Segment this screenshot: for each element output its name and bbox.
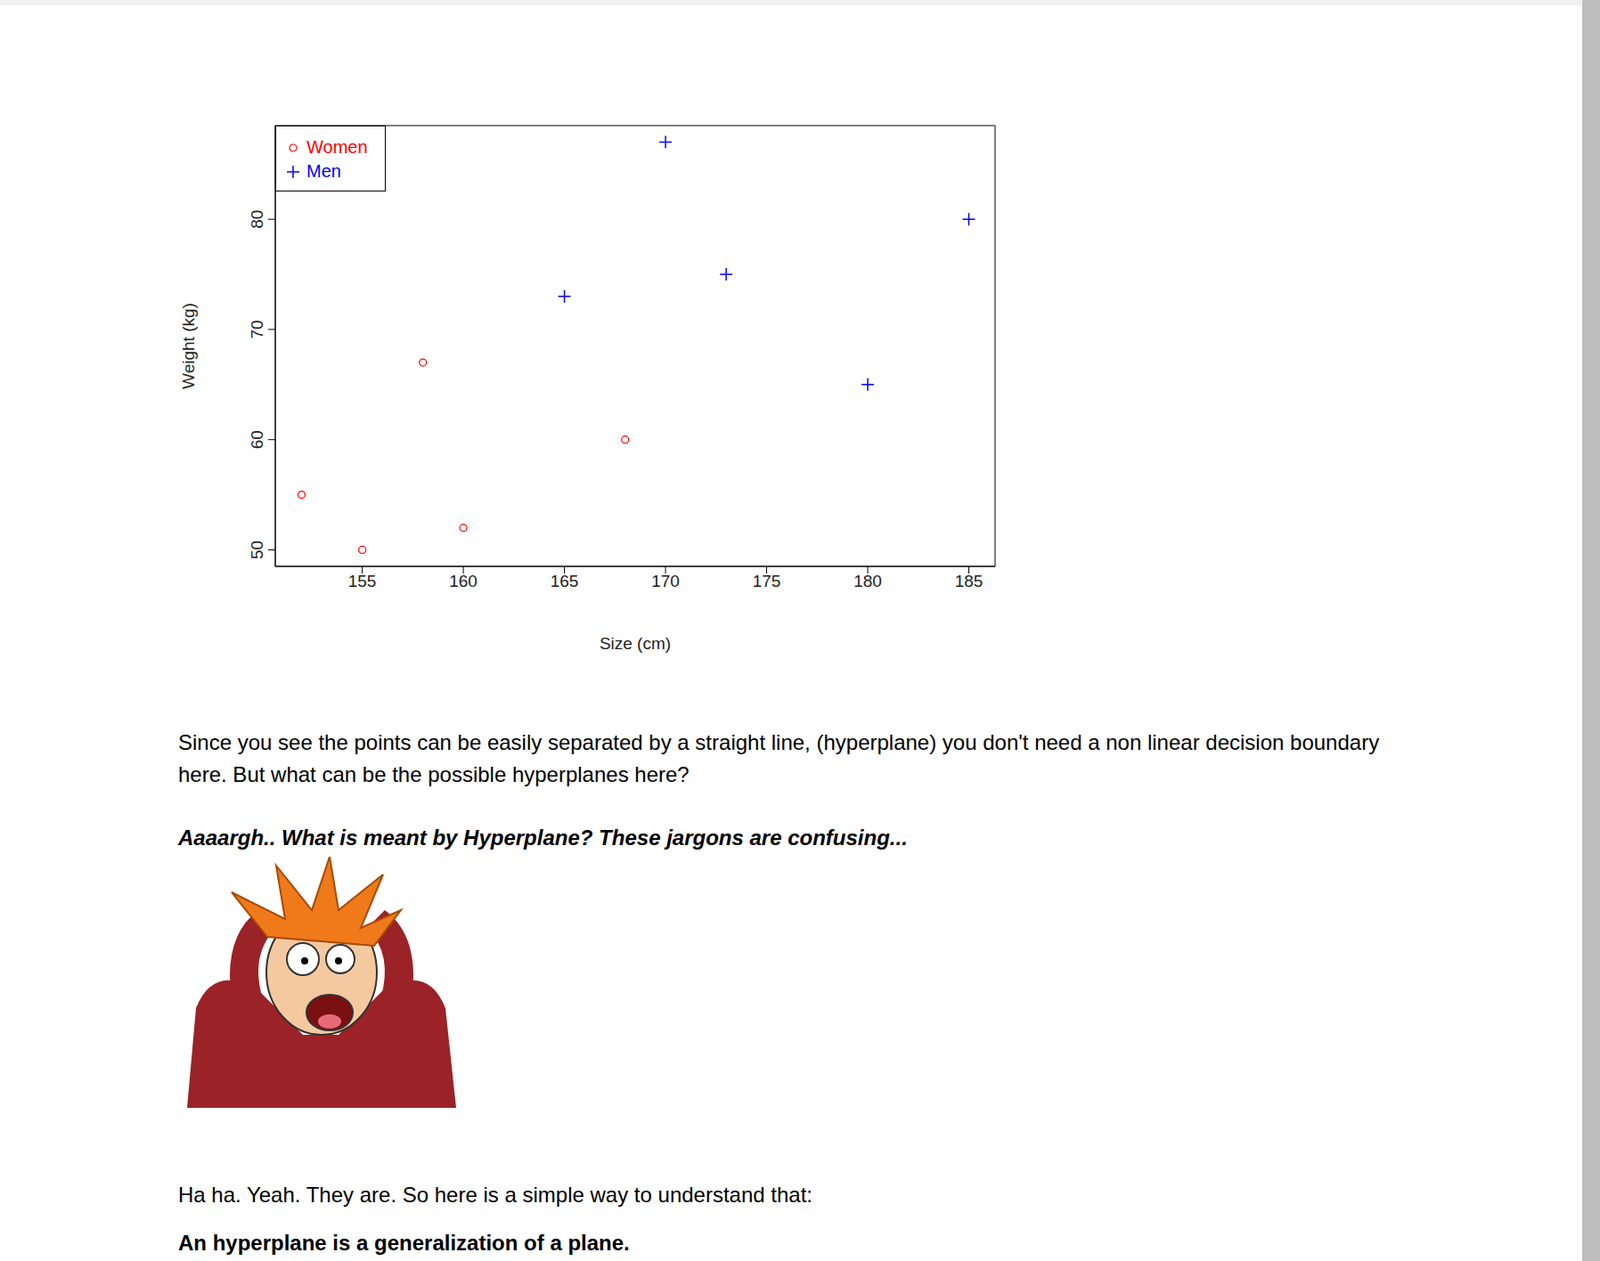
svg-text:180: 180 bbox=[853, 571, 882, 591]
html-text:Men: Men bbox=[306, 161, 342, 181]
html-text:An hyperplane is a generalizat: An hyperplane is a generalization of a p… bbox=[178, 1231, 630, 1256]
svg-text:Weight (kg): Weight (kg) bbox=[179, 302, 198, 390]
svg-text:80: 80 bbox=[247, 210, 267, 229]
svg-text:70: 70 bbox=[247, 319, 267, 339]
html-text:Ha ha. Yeah. They are. So here: Ha ha. Yeah. They are. So here is a simp… bbox=[178, 1183, 813, 1208]
svg-text:155: 155 bbox=[348, 571, 377, 591]
html-text:Since you see the points can b: Since you see the points can be easily s… bbox=[178, 730, 1380, 787]
svg-text:175: 175 bbox=[752, 571, 782, 591]
svg-text:160: 160 bbox=[448, 571, 478, 591]
svg-text:Size (cm): Size (cm) bbox=[599, 634, 671, 654]
svg-text:170: 170 bbox=[651, 571, 680, 591]
svg-text:60: 60 bbox=[247, 430, 267, 449]
svg-text:50: 50 bbox=[247, 540, 267, 560]
svg-text:165: 165 bbox=[550, 571, 580, 591]
html-text:Aaaargh.. What is meant by Hyp: Aaaargh.. What is meant by Hyperplane? T… bbox=[178, 825, 908, 850]
html-text:Women: Women bbox=[306, 137, 368, 157]
svg-text:185: 185 bbox=[955, 571, 984, 591]
